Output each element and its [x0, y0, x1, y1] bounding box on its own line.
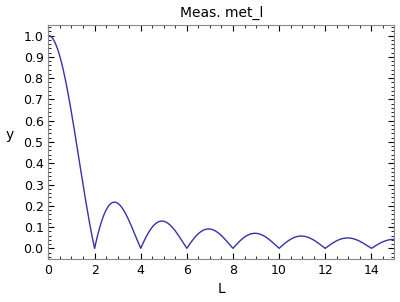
Y-axis label: y: y: [6, 128, 14, 142]
Title: Meas. met_l: Meas. met_l: [180, 5, 263, 20]
X-axis label: L: L: [218, 282, 225, 297]
